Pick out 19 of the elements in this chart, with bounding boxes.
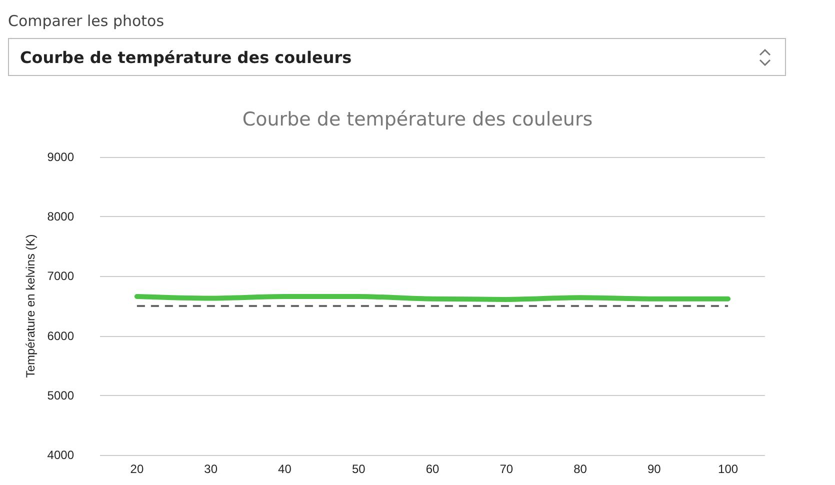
y-tick-label: 4000 bbox=[47, 448, 74, 462]
x-tick-label: 70 bbox=[500, 462, 514, 476]
y-tick-label: 7000 bbox=[47, 269, 74, 284]
x-tick-label: 80 bbox=[574, 462, 588, 476]
x-tick-label: 90 bbox=[647, 462, 662, 476]
y-tick-label: 5000 bbox=[47, 388, 74, 402]
text: Comparer les photos bbox=[8, 12, 164, 30]
x-tick-label: 50 bbox=[352, 462, 366, 476]
y-tick-label: 9000 bbox=[47, 150, 74, 164]
x-tick-label: 30 bbox=[204, 462, 218, 476]
y-tick-label: 6000 bbox=[47, 328, 74, 343]
x-tick-label: 40 bbox=[278, 462, 292, 476]
x-tick-label: 100 bbox=[718, 462, 738, 476]
y-tick-label: 8000 bbox=[47, 210, 74, 224]
text: Courbe de température des couleurs bbox=[20, 48, 352, 67]
chart-title: Courbe de température des couleurs bbox=[242, 108, 593, 130]
y-axis-title: Température en kelvins (K) bbox=[23, 234, 38, 378]
x-tick-label: 60 bbox=[426, 462, 440, 476]
x-tick-label: 20 bbox=[130, 462, 144, 476]
